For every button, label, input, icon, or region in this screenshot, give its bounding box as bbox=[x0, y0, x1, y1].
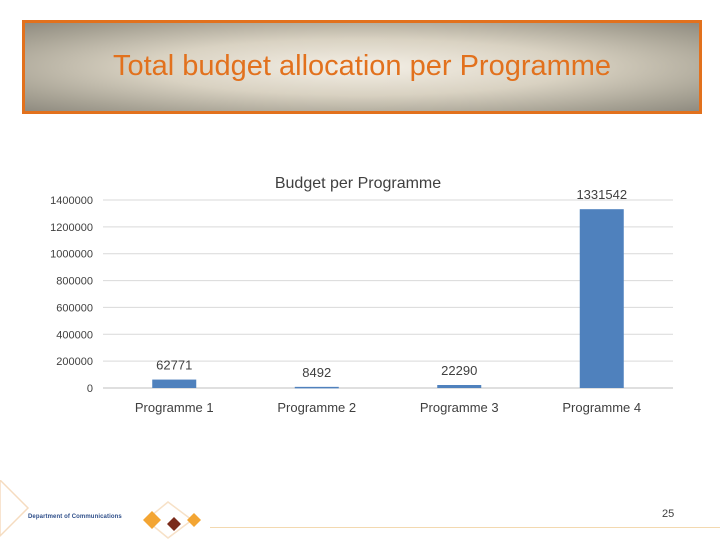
data-label: 1331542 bbox=[576, 187, 627, 202]
bar bbox=[152, 379, 197, 388]
data-label: 8492 bbox=[302, 365, 331, 380]
x-tick-label: Programme 1 bbox=[135, 400, 214, 415]
chart-plot: 0 200000 400000 600000 800000 1000000 1200000 1… bbox=[50, 187, 673, 415]
y-tick-label: 200000 bbox=[56, 356, 93, 368]
y-tick-label: 0 bbox=[87, 383, 93, 395]
y-tick-label: 400000 bbox=[56, 329, 93, 341]
data-label: 62771 bbox=[156, 358, 192, 373]
brown-diamond-icon bbox=[167, 517, 181, 531]
bar bbox=[579, 209, 624, 388]
orange-diamond-icon bbox=[143, 511, 161, 529]
y-tick-label: 1200000 bbox=[50, 222, 93, 234]
bar bbox=[294, 386, 339, 389]
y-tick-label: 1000000 bbox=[50, 249, 93, 261]
footer-decoration bbox=[0, 480, 201, 539]
decor-outline-diamond-icon bbox=[0, 480, 30, 538]
bar bbox=[437, 385, 482, 388]
slide-title-box: Total budget allocation per Programme bbox=[22, 20, 702, 114]
orange-diamond-icon bbox=[187, 513, 201, 527]
y-tick-label: 800000 bbox=[56, 276, 93, 288]
y-tick-label: 600000 bbox=[56, 302, 93, 314]
x-tick-label: Programme 4 bbox=[562, 400, 641, 415]
data-label: 22290 bbox=[441, 363, 477, 378]
budget-chart: Budget per Programme 0 200000 400000 600000… bbox=[0, 160, 720, 430]
x-tick-label: Programme 3 bbox=[420, 400, 499, 415]
x-tick-label: Programme 2 bbox=[277, 400, 356, 415]
page-number: 25 bbox=[662, 508, 675, 520]
y-tick-label: 1400000 bbox=[50, 195, 93, 207]
footer-divider bbox=[210, 527, 720, 528]
chart-title: Budget per Programme bbox=[274, 175, 442, 192]
slide-title: Total budget allocation per Programme bbox=[112, 49, 612, 82]
footer-org-name: Department of Communications bbox=[28, 514, 122, 520]
